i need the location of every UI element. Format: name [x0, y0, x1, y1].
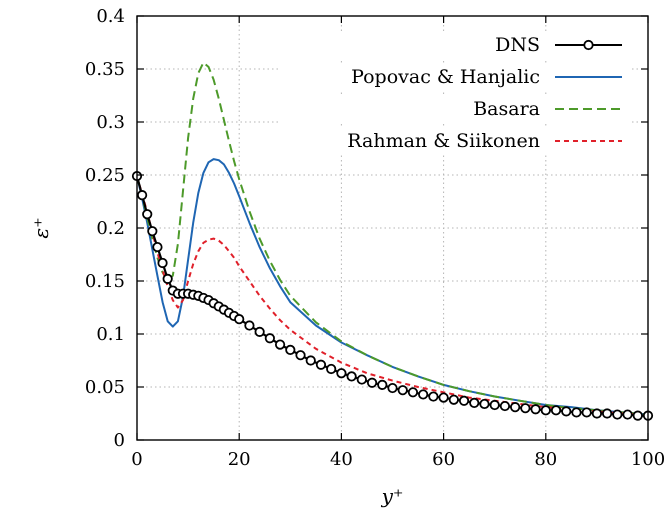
data-point [479, 398, 490, 410]
data-point [244, 320, 255, 331]
data-point [387, 382, 398, 394]
data-point [254, 326, 265, 337]
data-point [540, 405, 551, 416]
data-point [499, 400, 511, 412]
data-point [336, 368, 347, 379]
legend-background [280, 95, 632, 123]
data-point [561, 406, 572, 417]
data-point [326, 363, 337, 375]
y-tick-label: 0.15 [85, 271, 125, 292]
y-tick-label: 0.25 [85, 165, 125, 186]
data-point [147, 226, 158, 237]
legend-marker [583, 39, 594, 51]
y-tick-label: 0 [114, 430, 125, 451]
data-point [469, 397, 480, 408]
x-tick-label: 80 [534, 449, 557, 470]
grid [137, 16, 648, 440]
data-point [550, 405, 562, 416]
data-point [366, 377, 378, 388]
data-point [397, 385, 408, 396]
y-tick-label: 0.35 [85, 59, 125, 80]
legend: DNS Popovac & Hanjalic Basara Rahman & Siik… [280, 31, 632, 155]
data-point [438, 392, 449, 403]
x-tick-label: 60 [432, 449, 455, 470]
data-point [234, 314, 245, 325]
x-axis-title: y⁺ [381, 484, 404, 508]
x-tick-label: 100 [631, 449, 665, 470]
legend-label: Basara [473, 98, 540, 120]
y-axis-title: ε⁺ [29, 217, 53, 238]
data-point [295, 350, 306, 361]
data-point [157, 257, 168, 269]
data-point [612, 409, 623, 420]
data-point [520, 403, 531, 414]
series-lines [131, 61, 654, 421]
data-point [315, 359, 327, 370]
data-point [510, 402, 521, 413]
data-point [489, 399, 500, 411]
data-point [305, 355, 316, 366]
legend-label: Rahman & Siikonen [347, 130, 540, 152]
data-point [581, 407, 592, 418]
legend-label: Popovac & Hanjalic [351, 66, 540, 88]
data-point [162, 273, 173, 284]
data-point [622, 409, 633, 420]
data-point [377, 379, 388, 390]
y-tick-label: 0.4 [96, 6, 125, 27]
data-point [264, 333, 275, 344]
data-point [602, 408, 613, 419]
data-point [448, 394, 459, 405]
data-point [274, 339, 286, 350]
data-point [428, 391, 439, 402]
data-point [571, 407, 582, 418]
y-tick-label: 0.1 [96, 324, 125, 345]
series-line-3 [136, 175, 649, 416]
y-tick-label: 0.2 [96, 218, 125, 239]
data-point [346, 371, 357, 382]
data-point [356, 374, 367, 385]
data-point [407, 387, 419, 398]
x-tick-label: 0 [131, 449, 142, 470]
x-tick-label: 20 [228, 449, 251, 470]
x-tick-label: 40 [330, 449, 353, 470]
y-tick-label: 0.3 [96, 112, 125, 133]
data-point [152, 241, 163, 253]
series-line-1 [136, 158, 649, 416]
data-point [137, 190, 148, 201]
data-point [632, 410, 643, 421]
data-point [458, 395, 470, 406]
data-point [142, 209, 153, 220]
axis-ticks: 0 20 40 60 80 100 0 0.05 0.1 0.15 0.2 0.25 0.3 0.35 0.… [85, 6, 665, 470]
legend-label: DNS [495, 34, 540, 56]
data-point [530, 404, 541, 415]
data-point [418, 389, 429, 400]
data-point [285, 344, 296, 355]
data-point [591, 408, 603, 419]
y-tick-label: 0.05 [85, 377, 125, 398]
